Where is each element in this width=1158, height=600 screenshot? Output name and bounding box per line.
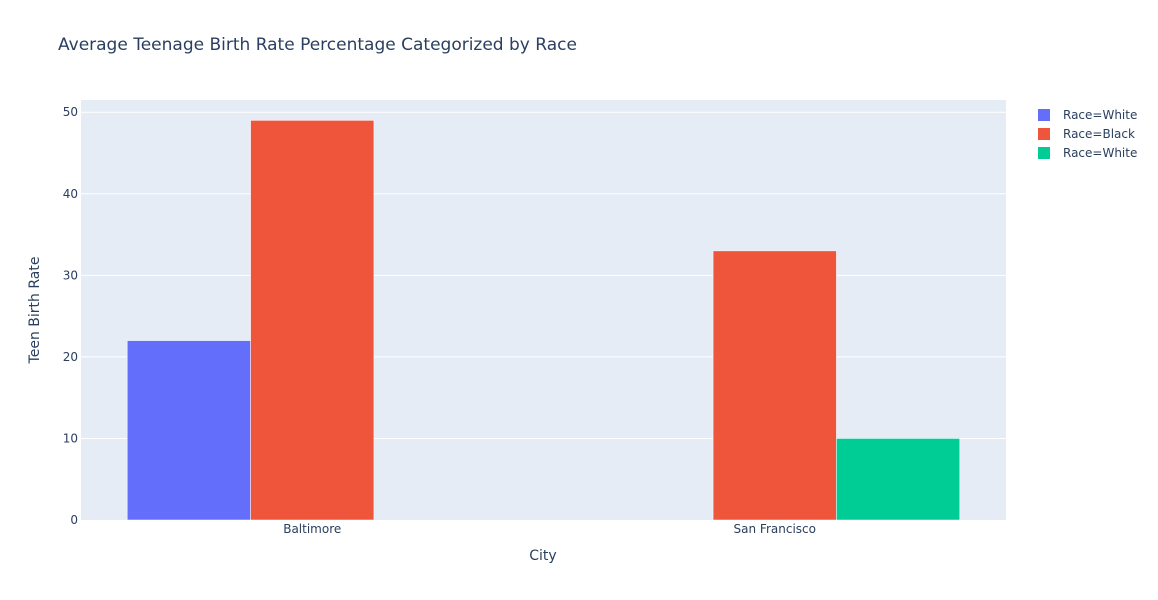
x-tick-label: San Francisco: [734, 522, 816, 536]
x-tick-label: Baltimore: [283, 522, 341, 536]
y-tick-label: 20: [63, 350, 78, 364]
legend-label: Race=White: [1063, 108, 1137, 122]
legend-swatch: [1038, 128, 1050, 140]
chart-title: Average Teenage Birth Rate Percentage Ca…: [58, 35, 577, 55]
legend: Race=White Race=Black Race=White: [1038, 108, 1137, 160]
legend-swatch: [1038, 147, 1050, 159]
legend-label: Race=White: [1063, 146, 1137, 160]
bar-san-francisco-series-1: [712, 250, 837, 521]
y-axis-ticks: 0 10 20 30 40 50: [63, 105, 78, 527]
y-tick-label: 30: [63, 268, 78, 282]
bar-baltimore-series-1: [250, 120, 375, 521]
bars: [127, 120, 961, 521]
legend-label: Race=Black: [1063, 127, 1135, 141]
x-axis-title: City: [529, 548, 556, 564]
y-tick-label: 0: [70, 513, 78, 527]
legend-item[interactable]: Race=Black: [1038, 127, 1135, 141]
y-tick-label: 10: [63, 431, 78, 445]
x-axis-ticks: Baltimore San Francisco: [283, 522, 816, 536]
legend-item[interactable]: Race=White: [1038, 108, 1137, 122]
legend-swatch: [1038, 109, 1050, 121]
y-tick-label: 40: [63, 187, 78, 201]
legend-item[interactable]: Race=White: [1038, 146, 1137, 160]
y-axis-title: Teen Birth Rate: [27, 257, 43, 365]
bar-san-francisco-series-2: [836, 438, 961, 521]
y-tick-label: 50: [63, 105, 78, 119]
bar-baltimore-series-0: [127, 340, 251, 521]
